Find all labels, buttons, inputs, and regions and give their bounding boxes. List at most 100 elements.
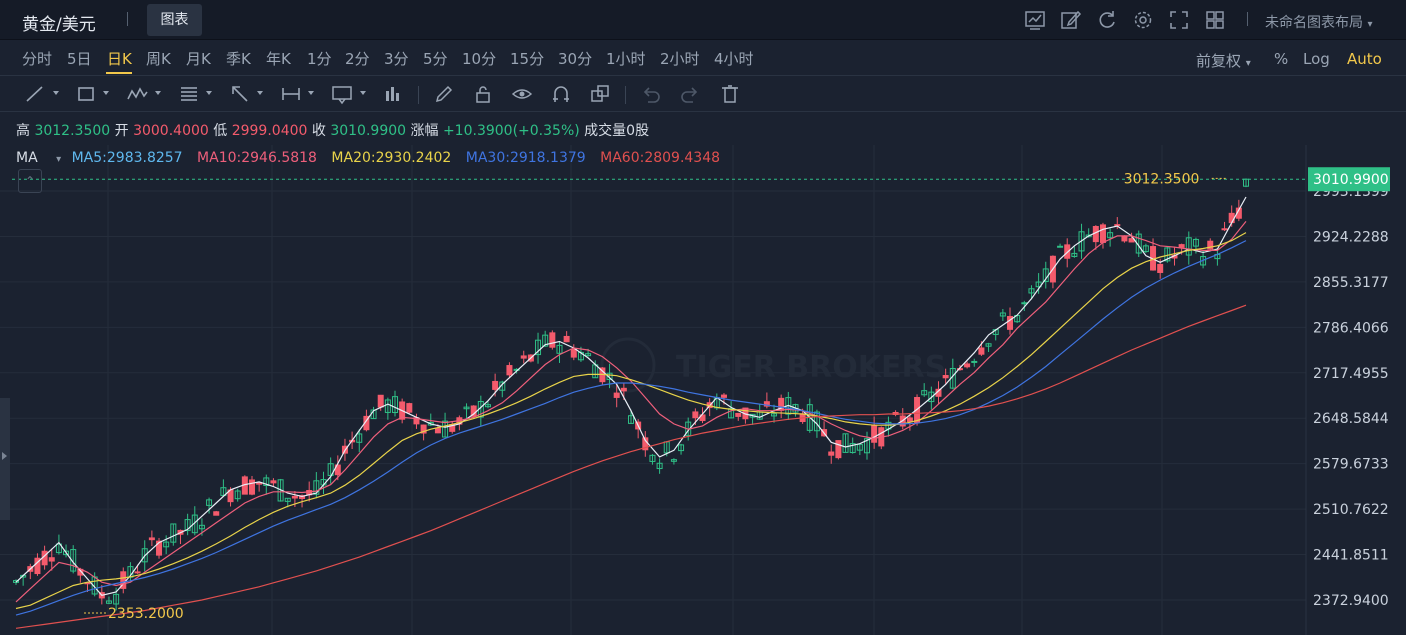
candle-body [220,487,227,496]
candle-body [692,411,699,419]
ma-indicator-label[interactable]: MA [16,150,38,166]
candle-body [141,548,148,563]
timeframe-tab[interactable]: 1小时 [606,50,646,68]
candle-body [1071,252,1078,257]
candle-body [1221,228,1228,231]
candle-body [871,424,878,443]
symbol-title[interactable]: 黄金/美元 [22,15,96,35]
left-panel-toggle[interactable] [0,398,10,520]
open-label: 开 [114,123,129,139]
lock-icon[interactable] [472,83,496,105]
candle-body [198,524,205,530]
chevron-down-icon[interactable] [308,91,314,95]
timeframe-tab[interactable]: 年K [266,50,291,68]
candle-body [420,424,427,434]
candle-body [442,420,449,438]
bar-stats-icon[interactable] [382,83,406,105]
layout-dropdown[interactable]: 未命名图表布局 ▾ [1265,12,1372,32]
chevron-down-icon[interactable] [103,91,109,95]
undo-icon[interactable] [640,83,664,105]
timeframe-tab[interactable]: 2分 [345,50,370,68]
timeframe-tab[interactable]: 4小时 [714,50,754,68]
chevron-down-icon[interactable] [155,91,161,95]
candle-body [542,334,549,347]
candle-body [363,415,370,431]
candle-body [206,499,213,506]
candle-body [570,348,577,358]
percent-toggle[interactable]: % [1274,50,1289,68]
chevron-down-icon[interactable] [360,91,366,95]
log-toggle[interactable]: Log [1303,50,1330,68]
candle-body [728,408,735,419]
magnet-icon[interactable] [550,83,574,105]
candle-body [1185,237,1192,256]
close-value: 3010.9900 [330,123,407,139]
redo-icon[interactable] [679,83,703,105]
candle-body [163,541,170,548]
quote-line: 高 3012.3500 开 3000.4000 低 2999.0400 收 30… [16,120,649,140]
timeframe-tab[interactable]: 周K [146,50,171,68]
auto-toggle[interactable]: Auto [1347,50,1382,68]
timeframe-tab[interactable]: 季K [226,50,251,68]
timeframe-tab[interactable]: 分时 [22,50,53,68]
candle-body [105,600,112,604]
divider [418,86,419,104]
trend-line-icon[interactable] [24,83,48,105]
ma-legend: MA ▾ MA5:2983.8257 MA10:2946.5818 MA20:2… [16,150,730,166]
copy-icon[interactable] [589,83,613,105]
adjust-dropdown[interactable]: 前复权 ▾ [1196,50,1251,71]
candle-body [313,480,320,495]
timeframe-tab[interactable]: 3分 [384,50,409,68]
candle-body [263,477,270,487]
candle-body [1243,178,1249,187]
draw-icon[interactable] [1060,9,1082,31]
timeframe-tab[interactable]: 1分 [307,50,332,68]
candle-body [156,540,163,556]
candle-body [942,374,949,379]
indicator-icon[interactable] [1024,9,1046,31]
timeframe-tab-active[interactable]: 日K [107,50,132,68]
high-value: 3012.3500 [34,123,111,139]
chevron-down-icon[interactable] [53,91,59,95]
measure-icon[interactable] [280,83,304,105]
timeframe-tab[interactable]: 2小时 [660,50,700,68]
arrow-icon[interactable] [229,83,253,105]
pencil-icon[interactable] [433,83,457,105]
chevron-down-icon[interactable]: ▾ [56,154,62,165]
ma30-line [15,240,1247,616]
current-price-tag [1308,167,1390,192]
candle-body [1085,234,1092,238]
timeframe-tab[interactable]: 15分 [510,50,545,68]
candle-body [406,403,413,413]
trash-icon[interactable] [719,83,743,105]
fib-icon[interactable] [178,83,202,105]
timeframe-tab[interactable]: 30分 [558,50,593,68]
rectangle-icon[interactable] [75,83,99,105]
candle-body [484,404,491,408]
settings-icon[interactable] [1132,9,1154,31]
collapse-legend-button[interactable]: ⌃ [18,169,42,193]
watermark-logo [600,337,656,393]
price-chart[interactable]: 2993.13992924.22882855.31772786.40662717… [0,145,1406,635]
candle-body [678,444,685,452]
wave-pattern-icon[interactable] [126,83,150,105]
candle-body [649,454,656,462]
candle-body [1207,240,1214,250]
annotation-icon[interactable] [331,83,355,105]
layout-grid-icon[interactable] [1204,9,1226,31]
eye-icon[interactable] [511,83,535,105]
chevron-down-icon[interactable] [257,91,263,95]
candle-body [191,514,198,534]
active-tab-underline [106,72,132,74]
ma20-line [15,232,1247,610]
timeframe-tab[interactable]: 10分 [462,50,497,68]
timeframe-tab[interactable]: 月K [186,50,211,68]
fullscreen-icon[interactable] [1168,9,1190,31]
candle-body [1228,212,1235,224]
timeframe-tab[interactable]: 5日 [67,50,92,68]
chevron-right-icon [2,452,7,460]
chevron-down-icon[interactable] [206,91,212,95]
timeframe-tab[interactable]: 5分 [423,50,448,68]
tab-chart[interactable]: 图表 [147,4,202,36]
refresh-icon[interactable] [1096,9,1118,31]
